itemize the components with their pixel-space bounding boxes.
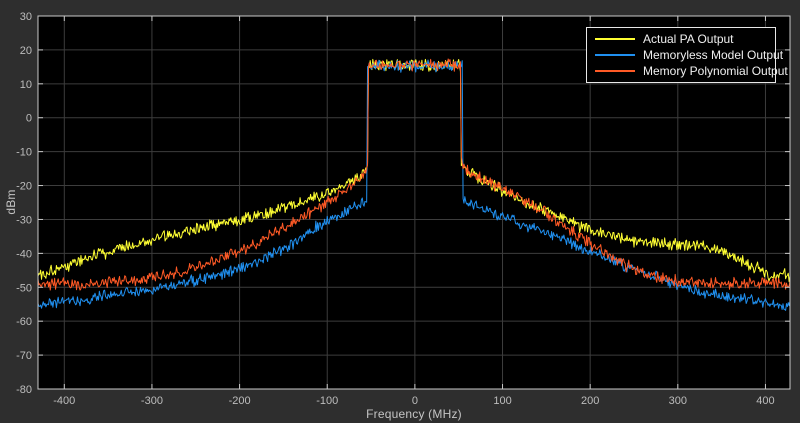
x-tick-label: -300 xyxy=(141,395,163,407)
legend-line-swatch-blue xyxy=(595,54,635,56)
y-tick-label: -50 xyxy=(16,282,32,294)
legend-label: Memory Polynomial Output xyxy=(643,64,788,78)
series-memory-polynomial-output xyxy=(37,58,791,291)
x-tick-label: -100 xyxy=(316,395,338,407)
y-axis-label: dBm xyxy=(4,189,18,215)
legend-entry-memoryless-model-output[interactable]: Memoryless Model Output xyxy=(593,48,783,62)
legend[interactable]: Actual PA Output Memoryless Model Output… xyxy=(586,27,788,83)
x-tick-label: 300 xyxy=(669,395,687,407)
legend-line-swatch-orange xyxy=(595,70,635,72)
y-tick-label: -10 xyxy=(16,147,32,159)
y-tick-label: -80 xyxy=(16,384,32,396)
axis-box xyxy=(37,15,791,390)
legend-label: Memoryless Model Output xyxy=(643,48,784,62)
y-tick-label: -30 xyxy=(16,214,32,226)
x-tick-label: 400 xyxy=(756,395,774,407)
legend-label: Actual PA Output xyxy=(643,32,734,46)
y-tick-label: 0 xyxy=(26,113,32,125)
y-tick-label: -20 xyxy=(16,181,32,193)
legend-entry-memory-polynomial-output[interactable]: Memory Polynomial Output xyxy=(593,64,788,78)
x-axis-label: Frequency (MHz) xyxy=(366,407,462,421)
x-tick-label: -200 xyxy=(229,395,251,407)
legend-entry-actual-pa-output[interactable]: Actual PA Output xyxy=(593,32,769,46)
y-tick-label: -40 xyxy=(16,248,32,260)
y-tick-label: 10 xyxy=(20,79,32,91)
legend-line-swatch-yellow xyxy=(595,38,635,40)
x-tick-label: 100 xyxy=(493,395,511,407)
y-tick-label: 30 xyxy=(20,11,32,23)
x-tick-label: 0 xyxy=(412,395,418,407)
y-tick-label: -60 xyxy=(16,316,32,328)
y-tick-label: 20 xyxy=(20,45,32,57)
x-tick-label: 200 xyxy=(581,395,599,407)
x-tick-label: -400 xyxy=(53,395,75,407)
y-tick-label: -70 xyxy=(16,350,32,362)
